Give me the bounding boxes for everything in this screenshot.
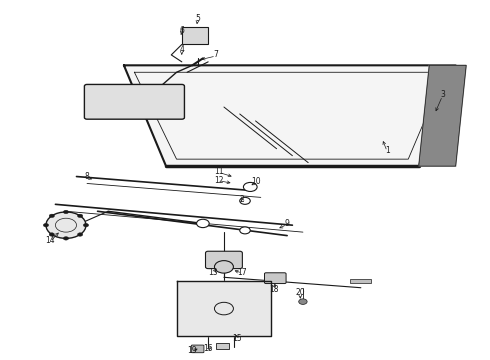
Text: 11: 11 bbox=[214, 167, 223, 176]
Text: 4: 4 bbox=[179, 45, 184, 54]
Text: 12: 12 bbox=[214, 176, 223, 185]
Polygon shape bbox=[350, 279, 371, 283]
Text: 6: 6 bbox=[179, 26, 184, 35]
Text: 14: 14 bbox=[46, 236, 55, 245]
Text: 1: 1 bbox=[385, 146, 390, 155]
Circle shape bbox=[63, 237, 69, 240]
Circle shape bbox=[196, 219, 209, 228]
Circle shape bbox=[63, 210, 69, 214]
Circle shape bbox=[215, 261, 233, 273]
FancyBboxPatch shape bbox=[191, 345, 204, 353]
Circle shape bbox=[83, 224, 89, 227]
Circle shape bbox=[77, 233, 83, 236]
Text: 3: 3 bbox=[440, 90, 445, 99]
Polygon shape bbox=[176, 281, 271, 336]
Text: 9: 9 bbox=[285, 219, 290, 228]
Text: 7: 7 bbox=[214, 50, 219, 59]
Text: 2: 2 bbox=[240, 195, 245, 204]
Circle shape bbox=[299, 299, 307, 305]
Circle shape bbox=[240, 197, 250, 204]
Text: 5: 5 bbox=[195, 14, 200, 23]
Text: 18: 18 bbox=[269, 285, 279, 294]
Text: 17: 17 bbox=[238, 267, 247, 276]
Text: 10: 10 bbox=[251, 177, 260, 186]
Text: 19: 19 bbox=[188, 346, 197, 355]
Circle shape bbox=[46, 212, 86, 238]
Circle shape bbox=[43, 224, 49, 227]
Circle shape bbox=[49, 233, 54, 236]
Text: 16: 16 bbox=[203, 344, 213, 353]
Bar bbox=[216, 343, 229, 348]
Polygon shape bbox=[124, 65, 456, 166]
Circle shape bbox=[49, 214, 54, 217]
Circle shape bbox=[77, 214, 83, 217]
Circle shape bbox=[240, 227, 250, 234]
Bar bbox=[182, 27, 208, 45]
FancyBboxPatch shape bbox=[205, 251, 243, 269]
Text: 8: 8 bbox=[85, 172, 89, 181]
Text: 15: 15 bbox=[232, 334, 242, 343]
Text: 13: 13 bbox=[209, 267, 218, 276]
FancyBboxPatch shape bbox=[265, 273, 286, 284]
Text: 20: 20 bbox=[295, 288, 305, 297]
Polygon shape bbox=[419, 65, 466, 166]
FancyBboxPatch shape bbox=[84, 85, 184, 119]
Circle shape bbox=[244, 183, 257, 192]
